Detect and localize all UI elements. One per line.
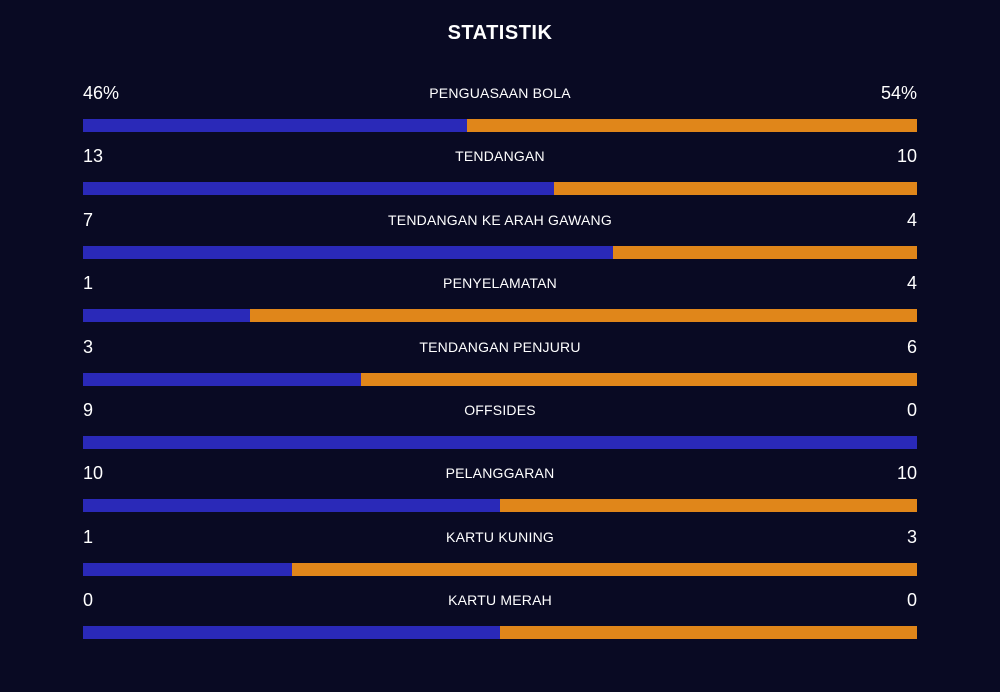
stat-row-shots-on-target: 7 TENDANGAN KE ARAH GAWANG 4: [83, 205, 917, 268]
home-value: 10: [83, 463, 104, 484]
home-bar-fill: [83, 182, 555, 196]
stat-label: KARTU MERAH: [448, 592, 552, 609]
comparison-bar: [83, 309, 917, 323]
stat-label: PENYELAMATAN: [443, 275, 557, 292]
home-bar-fill: [83, 626, 500, 640]
away-value: 10: [896, 146, 917, 167]
home-bar-fill: [83, 372, 361, 386]
away-value: 4: [906, 273, 917, 294]
stat-label: OFFSIDES: [464, 401, 536, 418]
stat-label: KARTU KUNING: [446, 528, 554, 545]
stat-row-fouls: 10 PELANGGARAN 10: [83, 458, 917, 521]
stat-label: PENGUASAAN BOLA: [429, 85, 571, 101]
comparison-bar: [83, 562, 917, 576]
away-bar-fill: [500, 626, 917, 640]
stat-row-saves: 1 PENYELAMATAN 4: [83, 268, 917, 331]
comparison-bar: [83, 372, 917, 386]
away-bar-fill: [500, 499, 917, 513]
stat-row-red-cards: 0 KARTU MERAH 0: [83, 585, 917, 648]
away-value: 6: [906, 336, 917, 357]
home-value: 9: [83, 399, 94, 420]
comparison-bar: [83, 499, 917, 513]
stats-list: 46% PENGUASAAN BOLA 54% 13 TENDANGAN 10 …: [83, 78, 917, 649]
home-value: 3: [83, 336, 94, 357]
away-value: 0: [906, 590, 917, 611]
home-value: 0: [83, 590, 94, 611]
stat-row-corners: 3 TENDANGAN PENJURU 6: [83, 332, 917, 395]
stat-row-shots: 13 TENDANGAN 10: [83, 141, 917, 204]
home-bar-fill: [83, 435, 917, 449]
comparison-bar: [83, 245, 917, 259]
away-value: 4: [906, 209, 917, 230]
stat-label: PELANGGARAN: [445, 465, 555, 482]
home-value: 13: [83, 146, 104, 167]
home-value: 46%: [83, 83, 120, 103]
home-bar-fill: [83, 562, 292, 576]
away-value: 0: [906, 399, 917, 420]
comparison-bar: [83, 626, 917, 640]
away-bar-fill: [291, 562, 917, 576]
page-title: STATISTIK: [447, 22, 553, 44]
comparison-bar: [83, 435, 917, 449]
home-value: 1: [83, 526, 94, 547]
away-value: 10: [896, 463, 917, 484]
away-value: 54%: [880, 83, 917, 103]
stat-label: TENDANGAN: [455, 148, 545, 165]
away-bar-fill: [613, 245, 917, 259]
away-bar-fill: [360, 372, 917, 386]
stat-row-possession: 46% PENGUASAAN BOLA 54%: [83, 78, 917, 141]
away-bar-fill: [554, 182, 917, 196]
home-bar-fill: [83, 245, 614, 259]
stat-label: TENDANGAN KE ARAH GAWANG: [388, 211, 612, 228]
away-value: 3: [906, 526, 917, 547]
stat-row-yellow-cards: 1 KARTU KUNING 3: [83, 522, 917, 585]
comparison-bar: [83, 119, 917, 132]
away-bar-fill: [249, 309, 917, 323]
away-bar-fill: [466, 119, 917, 132]
stat-row-offsides: 9 OFFSIDES 0: [83, 395, 917, 458]
comparison-bar: [83, 182, 917, 196]
home-value: 7: [83, 209, 94, 230]
home-bar-fill: [83, 119, 467, 132]
home-value: 1: [83, 273, 94, 294]
stat-label: TENDANGAN PENJURU: [419, 338, 581, 355]
home-bar-fill: [83, 309, 250, 323]
home-bar-fill: [83, 499, 500, 513]
